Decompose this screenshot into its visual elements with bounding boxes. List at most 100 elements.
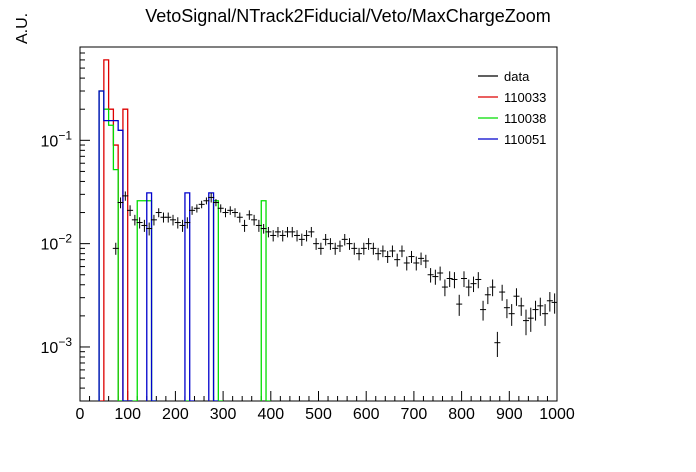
y-tick-label: 10−1: [41, 128, 73, 150]
x-tick-label: 900: [496, 406, 523, 423]
x-tick-label: 800: [448, 406, 475, 423]
data-point: [131, 214, 138, 226]
x-tick-label: 200: [162, 406, 189, 423]
legend-label-110051: 110051: [504, 132, 546, 147]
data-point: [150, 214, 157, 226]
data-point: [155, 208, 162, 218]
data-point: [260, 223, 267, 234]
data-point: [489, 279, 496, 297]
data-point: [532, 300, 539, 321]
x-tick-label: 100: [114, 406, 141, 423]
histogram-series-110033: [99, 59, 133, 401]
y-tick-label: 10−3: [41, 335, 73, 357]
data-point: [294, 230, 301, 242]
x-tick-label: 1000: [539, 406, 575, 423]
data-point: [246, 210, 253, 220]
data-point: [222, 208, 229, 218]
data-point: [365, 238, 372, 250]
data-point: [236, 212, 243, 223]
data-point: [432, 269, 439, 285]
data-point: [336, 240, 343, 253]
data-point: [346, 238, 353, 250]
data-point: [379, 245, 386, 258]
data-point: [451, 272, 458, 289]
data-point: [112, 242, 119, 255]
data-point: [351, 242, 358, 255]
data-point: [227, 206, 234, 215]
data-point: [217, 204, 224, 213]
data-point: [370, 242, 377, 255]
data-point: [327, 238, 334, 250]
data-point: [193, 204, 200, 213]
data-point: [189, 206, 196, 215]
histogram-series-110051: [98, 90, 219, 401]
x-tick-label: 500: [305, 406, 332, 423]
data-point: [356, 247, 363, 261]
data-point: [174, 217, 181, 229]
legend-label-110038: 110038: [504, 111, 546, 126]
data-point: [212, 199, 219, 207]
data-point: [527, 307, 534, 332]
data-point: [475, 272, 482, 289]
data-point: [198, 200, 205, 209]
data-point: [146, 222, 153, 236]
data-point: [232, 208, 239, 218]
chart-title: VetoSignal/NTrack2Fiducial/Veto/MaxCharg…: [145, 6, 551, 26]
data-point: [332, 242, 339, 255]
data-point: [389, 245, 396, 258]
data-point: [265, 226, 272, 238]
data-point: [503, 299, 510, 319]
data-point: [480, 300, 487, 321]
legend-label-data: data: [504, 69, 530, 84]
data-point: [322, 233, 329, 246]
data-point: [251, 214, 258, 226]
data-point: [403, 256, 410, 271]
data-point: [317, 242, 324, 255]
data-point: [494, 331, 501, 357]
data-point: [537, 297, 544, 316]
data-point: [255, 219, 262, 232]
data-point: [303, 230, 310, 242]
data-point: [456, 294, 463, 316]
data-point: [446, 271, 453, 288]
data-point: [441, 279, 448, 297]
data-point: [513, 288, 520, 306]
data-point: [542, 304, 549, 326]
data-point: [375, 247, 382, 261]
data-point: [437, 266, 444, 281]
data-point: [460, 271, 467, 288]
data-point: [398, 245, 405, 258]
data-point: [241, 219, 248, 232]
data-point: [203, 197, 210, 205]
data-point: [122, 191, 129, 201]
data-point: [422, 254, 429, 269]
data-point: [208, 192, 215, 203]
data-point: [508, 304, 515, 326]
data-point: [413, 256, 420, 271]
data-point: [308, 226, 315, 238]
data-point: [394, 253, 401, 267]
data-point: [279, 230, 286, 242]
data-point: [546, 292, 553, 312]
data-point: [141, 219, 148, 232]
data-point: [298, 233, 305, 246]
y-tick-label: 10−2: [41, 232, 73, 254]
data-point: [427, 268, 434, 283]
data-point: [418, 252, 425, 266]
data-point: [470, 276, 477, 293]
legend-label-110033: 110033: [504, 90, 546, 105]
data-point: [408, 250, 415, 263]
x-tick-label: 0: [76, 406, 85, 423]
data-point: [184, 217, 191, 229]
data-point: [179, 219, 186, 232]
data-point: [360, 242, 367, 255]
data-point: [274, 226, 281, 238]
data-point: [499, 284, 506, 301]
data-point: [127, 205, 134, 217]
data-point: [465, 279, 472, 297]
data-point: [313, 238, 320, 250]
data-point: [289, 226, 296, 238]
x-tick-label: 700: [401, 406, 428, 423]
data-point: [270, 230, 277, 242]
